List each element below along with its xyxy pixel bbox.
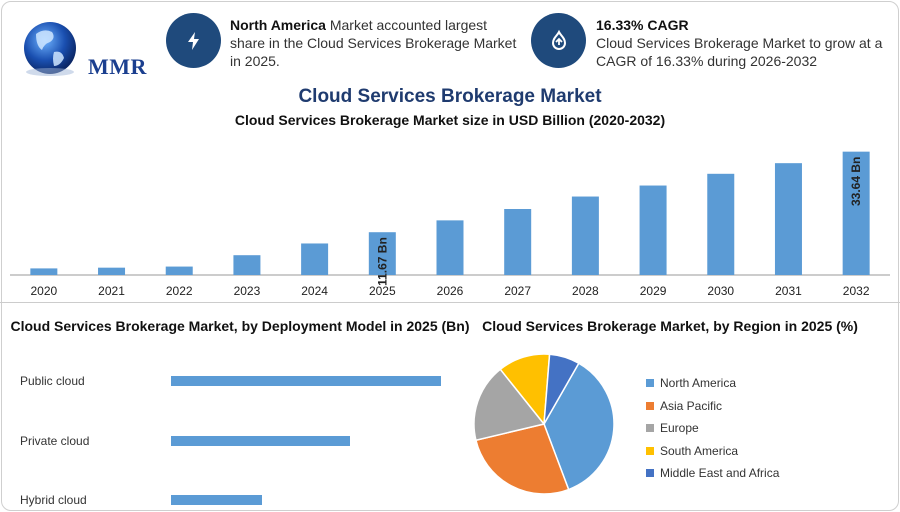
section-divider: [0, 302, 900, 303]
legend-label-south-america: South America: [660, 443, 739, 458]
globe-logo: [24, 22, 76, 76]
data-label-2032: 33.64 Bn: [849, 157, 863, 206]
deployment-bar-public-cloud: [171, 376, 441, 386]
bar-2029: [639, 185, 667, 275]
bar-2020: [30, 268, 58, 275]
growth-icon: [531, 13, 586, 68]
tick-label-2024: 2024: [301, 284, 328, 298]
legend-item-middle-east-and-africa: Middle East and Africa: [646, 462, 779, 485]
deployment-chart-title: Cloud Services Brokerage Market, by Depl…: [10, 318, 470, 334]
deployment-bar-hybrid-cloud: [171, 495, 262, 505]
tick-label-2031: 2031: [775, 284, 802, 298]
bar-2025: [368, 232, 396, 275]
bar-2027: [504, 209, 532, 275]
legend-label-north-america: North America: [660, 376, 737, 391]
deployment-bar-private-cloud: [171, 436, 351, 446]
bar-2031: [774, 163, 802, 275]
deployment-label-hybrid-cloud: Hybrid cloud: [20, 493, 87, 507]
bar-2022: [165, 266, 193, 275]
highlight-1-text: Market accounted largest share in the Cl…: [230, 17, 517, 69]
legend-swatch-middle-east-and-africa: [646, 469, 654, 478]
tick-label-2027: 2027: [504, 284, 531, 298]
region-legend: North America Asia Pacific Europe South Ame…: [646, 372, 779, 485]
highlight-2-text: Cloud Services Brokerage Market to grow …: [596, 35, 883, 69]
region-chart-title: Cloud Services Brokerage Market, by Regi…: [482, 318, 858, 334]
legend-swatch-south-america: [646, 446, 654, 455]
tick-label-2023: 2023: [234, 284, 261, 298]
tick-label-2020: 2020: [30, 284, 57, 298]
highlight-cagr: 16.33% CAGR Cloud Services Brokerage Mar…: [596, 16, 886, 70]
legend-label-middle-east-and-africa: Middle East and Africa: [660, 466, 780, 481]
logo-text: MMR: [88, 54, 147, 79]
brand-logo: MMR: [16, 12, 146, 82]
tick-label-2026: 2026: [437, 284, 464, 298]
region-pie-chart: [473, 353, 615, 495]
tick-label-2025: 2025: [369, 284, 396, 298]
pie-slice-middle-east-and-africa: [543, 353, 580, 425]
bar-2021: [98, 267, 126, 275]
legend-item-north-america: North America: [646, 372, 779, 395]
bar-2026: [436, 220, 464, 275]
tick-label-2030: 2030: [707, 284, 734, 298]
main-title: Cloud Services Brokerage Market: [298, 86, 602, 107]
pie-slice-asia-pacific: [475, 423, 570, 495]
legend-item-asia-pacific: Asia Pacific: [646, 395, 779, 418]
legend-item-south-america: South America: [646, 440, 779, 463]
deployment-label-public-cloud: Public cloud: [20, 374, 85, 388]
bar-2024: [301, 243, 329, 275]
deployment-label-private-cloud: Private cloud: [20, 434, 90, 448]
highlight-north-america: North America Market accounted largest s…: [230, 16, 520, 70]
tick-label-2032: 2032: [843, 284, 870, 298]
bar-chart-subtitle: Cloud Services Brokerage Market size in …: [234, 112, 666, 128]
highlight-1-bold: North America: [230, 17, 326, 33]
data-label-2025: 11.67 Bn: [375, 237, 389, 286]
tick-label-2021: 2021: [98, 284, 125, 298]
bar-2032: [842, 151, 870, 275]
tick-label-2029: 2029: [640, 284, 667, 298]
legend-swatch-europe: [646, 424, 654, 433]
legend-label-asia-pacific: Asia Pacific: [660, 398, 723, 413]
legend-label-europe: Europe: [660, 421, 699, 436]
bar-2030: [707, 173, 735, 275]
legend-swatch-asia-pacific: [646, 401, 654, 410]
legend-item-europe: Europe: [646, 417, 779, 440]
legend-swatch-north-america: [646, 379, 654, 388]
bar-2028: [571, 196, 599, 275]
highlight-2-bold: 16.33% CAGR: [596, 17, 689, 33]
tick-label-2028: 2028: [572, 284, 599, 298]
lightning-icon: [166, 13, 221, 68]
bar-2023: [233, 255, 261, 275]
pie-slice-europe: [473, 368, 546, 442]
tick-label-2022: 2022: [166, 284, 193, 298]
